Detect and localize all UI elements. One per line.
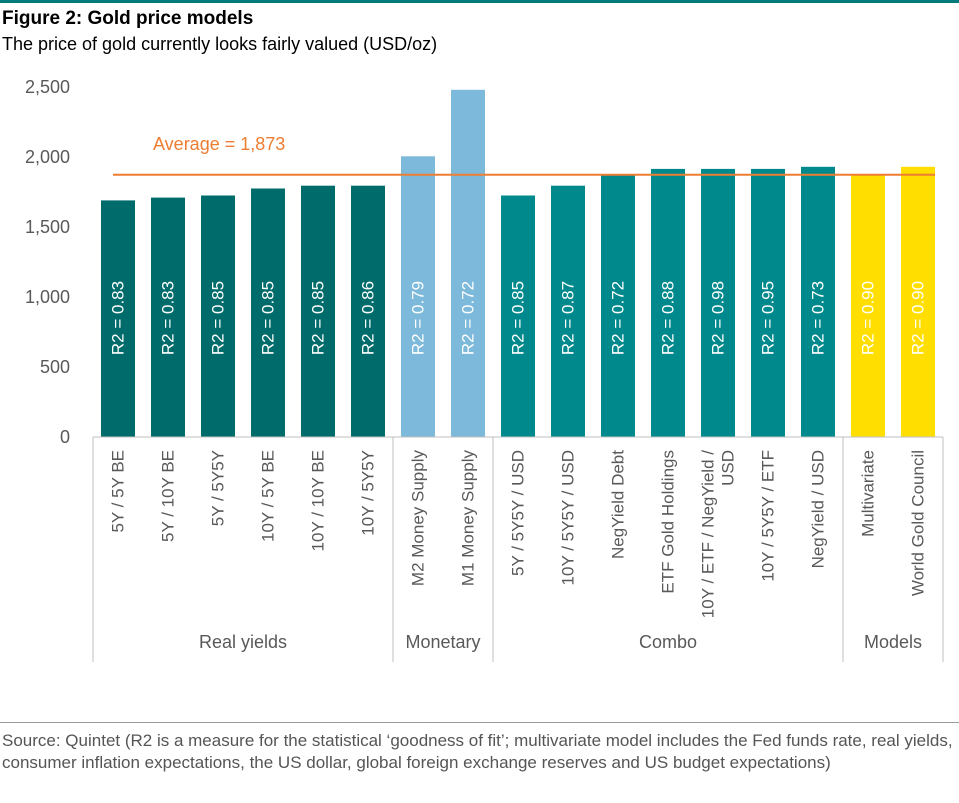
category-label: NegYield Debt [609, 450, 628, 559]
source-note: Source: Quintet (R2 is a measure for the… [2, 731, 953, 772]
bar-r2-label: R2 = 0.72 [609, 281, 628, 355]
bar-r2-label: R2 = 0.95 [759, 281, 778, 355]
bar [751, 168, 785, 437]
category-label: 5Y / 10Y BE [159, 450, 178, 542]
bar [701, 168, 735, 437]
bar-r2-label: R2 = 0.98 [709, 281, 728, 355]
bar-r2-label: R2 = 0.88 [659, 281, 678, 355]
category-label: Multivariate [859, 450, 878, 537]
y-tick-label: 2,000 [25, 147, 70, 167]
bar [401, 156, 435, 438]
category-label: 10Y / 10Y BE [309, 450, 328, 551]
category-label: USD [719, 450, 738, 486]
bar [651, 168, 685, 437]
bar [801, 166, 835, 438]
bar [501, 195, 535, 437]
bar-r2-label: R2 = 0.85 [509, 281, 528, 355]
figure-subtitle: The price of gold currently looks fairly… [2, 34, 438, 54]
y-tick-label: 2,500 [25, 77, 70, 97]
category-label: 5Y / 5Y5Y [209, 450, 228, 526]
category-label: 10Y / 5Y BE [259, 450, 278, 542]
bar-r2-label: R2 = 0.85 [309, 281, 328, 355]
top-rule [0, 0, 959, 3]
average-label: Average = 1,873 [153, 134, 285, 154]
category-label: 10Y / 5Y5Y / ETF [759, 450, 778, 582]
category-label: 10Y / 5Y5Y [359, 450, 378, 536]
category-label: 10Y / ETF / NegYield / [699, 450, 718, 618]
bar-r2-label: R2 = 0.90 [859, 281, 878, 355]
group-label: Combo [639, 632, 697, 652]
bar-r2-label: R2 = 0.79 [409, 281, 428, 355]
bar [251, 188, 285, 437]
y-tick-label: 1,000 [25, 287, 70, 307]
bar-r2-label: R2 = 0.85 [259, 281, 278, 355]
bar [201, 195, 235, 437]
category-label: 5Y / 5Y BE [109, 450, 128, 533]
category-label: ETF Gold Holdings [659, 450, 678, 594]
bar-r2-label: R2 = 0.73 [809, 281, 828, 355]
y-tick-label: 0 [60, 427, 70, 447]
category-label: M2 Money Supply [409, 450, 428, 587]
bottom-rule [0, 722, 959, 723]
bar-r2-label: R2 = 0.72 [459, 281, 478, 355]
bar-r2-label: R2 = 0.83 [159, 281, 178, 355]
bar [601, 174, 635, 437]
bar-r2-label: R2 = 0.83 [109, 281, 128, 355]
bar [301, 185, 335, 437]
category-label: World Gold Council [909, 450, 928, 596]
category-label: 5Y / 5Y5Y / USD [509, 450, 528, 576]
bar [351, 185, 385, 437]
figure-title: Figure 2: Gold price models [2, 8, 254, 29]
bar [851, 174, 885, 437]
bar-r2-label: R2 = 0.85 [209, 281, 228, 355]
bar [451, 89, 485, 438]
bar-r2-label: R2 = 0.90 [909, 281, 928, 355]
bar-r2-label: R2 = 0.86 [359, 281, 378, 355]
bar [151, 197, 185, 437]
y-tick-label: 500 [40, 357, 70, 377]
bar-r2-label: R2 = 0.87 [559, 281, 578, 355]
bar [551, 185, 585, 437]
bar-chart: 0 500 1,000 1,500 2,000 2,500 R2 = 0.83 5Y / 5Y… [25, 77, 944, 662]
group-label: Monetary [405, 632, 480, 652]
category-label: M1 Money Supply [459, 450, 478, 587]
bar [101, 200, 135, 437]
group-label: Models [864, 632, 922, 652]
category-label: NegYield / USD [809, 450, 828, 568]
bar [901, 166, 935, 438]
group-label: Real yields [199, 632, 287, 652]
category-label: 10Y / 5Y5Y / USD [559, 450, 578, 585]
y-tick-label: 1,500 [25, 217, 70, 237]
